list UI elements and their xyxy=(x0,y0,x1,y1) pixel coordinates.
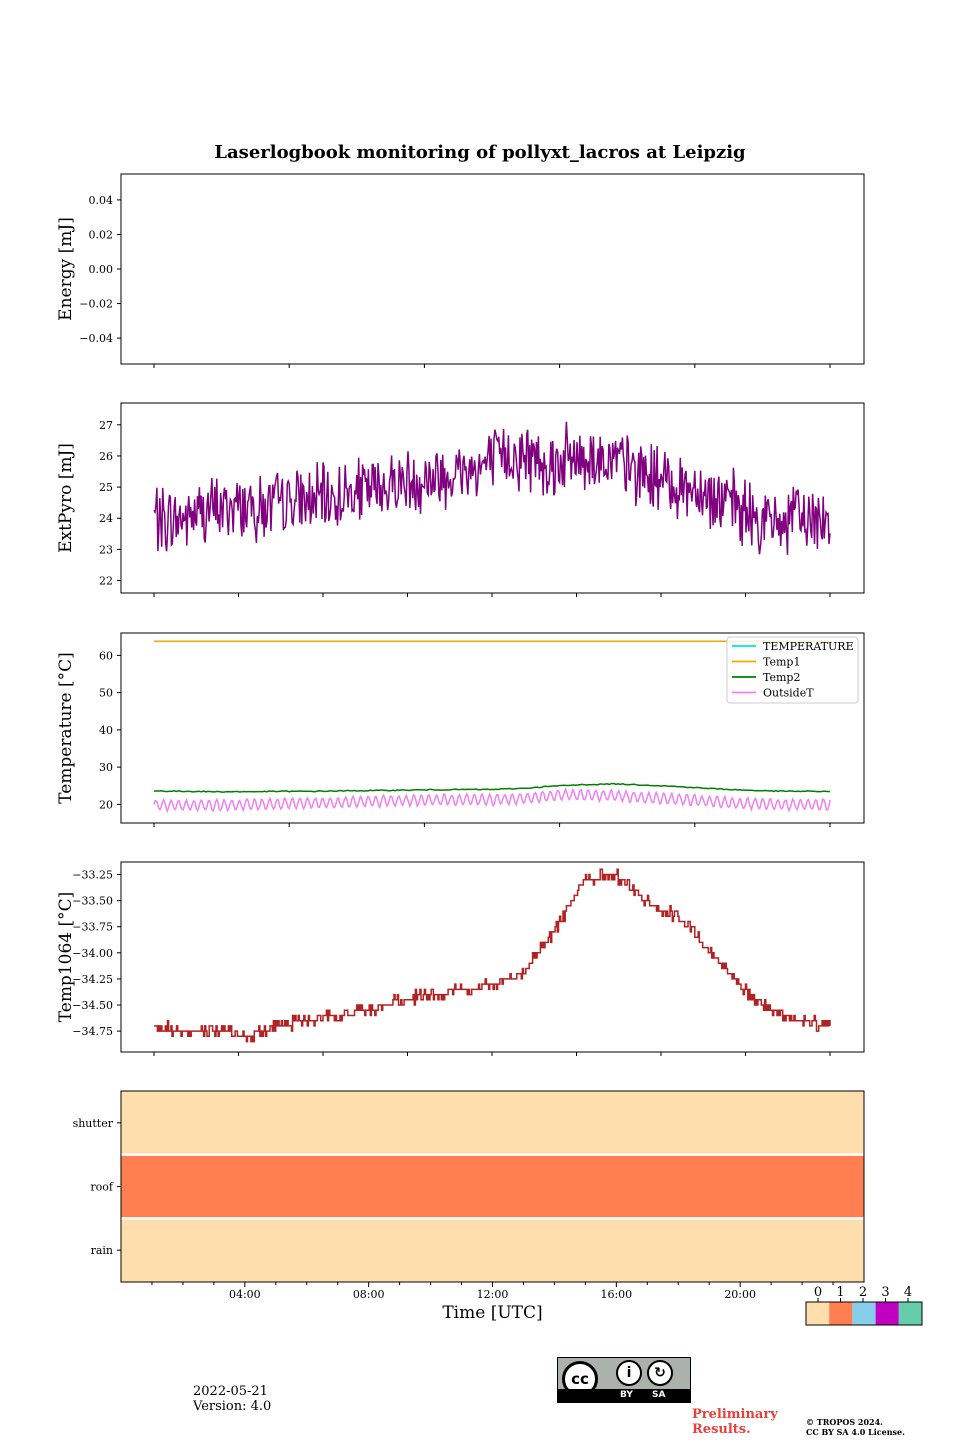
panel-4-frame xyxy=(120,861,865,1053)
x-tick-label: 08:00 xyxy=(353,1288,385,1301)
colorbar-cell xyxy=(806,1302,830,1325)
series-line-outsidet xyxy=(153,787,831,814)
copyright-line2: CC BY SA 4.0 License. xyxy=(806,1427,905,1437)
y-axis-label: Energy [mJ] xyxy=(56,217,76,321)
colorbar-cell xyxy=(852,1302,876,1325)
y-axis-label: Temp1064 [°C] xyxy=(56,892,76,1023)
status-row-rain xyxy=(121,1218,864,1282)
x-tick-label: 12:00 xyxy=(477,1288,509,1301)
share-alike-icon: ↻ xyxy=(647,1360,673,1386)
panel-3-frame xyxy=(120,632,865,824)
preliminary-note: Preliminary Results. xyxy=(692,1407,778,1437)
panel-1-frame xyxy=(120,173,865,365)
legend-entry: Temp1 xyxy=(763,656,800,669)
y-tick-label: −34.00 xyxy=(72,947,113,960)
x-axis-label: Time [UTC] xyxy=(442,1303,542,1323)
y-tick-label: −33.75 xyxy=(72,921,113,934)
preliminary-line2: Results. xyxy=(692,1422,751,1437)
y-tick-label: 0.00 xyxy=(89,263,114,276)
figure-title: Laserlogbook monitoring of pollyxt_lacro… xyxy=(214,142,746,163)
colorbar-cell xyxy=(875,1302,899,1325)
y-tick-label: −34.75 xyxy=(72,1025,113,1038)
colorbar-tick-label: 1 xyxy=(836,1285,844,1300)
y-tick-label: 40 xyxy=(99,724,113,737)
y-axis-label: Temperature [°C] xyxy=(56,652,76,804)
preliminary-line1: Preliminary xyxy=(692,1407,778,1422)
footer-info: 2022-05-21 Version: 4.0 xyxy=(193,1384,271,1414)
legend-entry: OutsideT xyxy=(763,687,814,700)
y-tick-label: 0.02 xyxy=(89,228,114,241)
legend-entry: TEMPERATURE xyxy=(763,640,854,653)
y-tick-label: roof xyxy=(90,1181,114,1194)
y-tick-label: 60 xyxy=(99,649,113,662)
y-axis-label: ExtPyro [mJ] xyxy=(56,443,76,553)
legend: TEMPERATURE Temp1 Temp2 OutsideT xyxy=(726,636,859,704)
legend-entry: Temp2 xyxy=(763,671,800,684)
date-label: 2022-05-21 xyxy=(193,1384,268,1399)
y-tick-label: 0.04 xyxy=(89,194,114,207)
extpyro-series-line xyxy=(153,421,831,555)
y-tick-label: shutter xyxy=(73,1117,114,1130)
series-line-temp2 xyxy=(153,782,831,793)
colorbar-cell xyxy=(829,1302,853,1325)
y-tick-label: 50 xyxy=(99,687,113,700)
y-tick-label: −0.02 xyxy=(79,298,113,311)
status-row-shutter xyxy=(121,1091,864,1155)
y-tick-label: −34.50 xyxy=(72,999,113,1012)
legend-box xyxy=(726,636,859,704)
cc-license-badge: cc i ↻ BY SA xyxy=(557,1357,691,1403)
copyright-note: © TROPOS 2024. CC BY SA 4.0 License. xyxy=(806,1417,905,1437)
y-tick-label: rain xyxy=(91,1244,113,1257)
y-tick-label: 30 xyxy=(99,761,113,774)
colorbar-tick-label: 3 xyxy=(881,1285,889,1300)
y-tick-label: 25 xyxy=(99,481,113,494)
x-tick-label: 16:00 xyxy=(600,1288,632,1301)
y-tick-label: −34.25 xyxy=(72,973,113,986)
colorbar-cell xyxy=(898,1302,922,1325)
y-tick-label: −33.25 xyxy=(72,869,113,882)
by-label: BY xyxy=(620,1390,633,1400)
status-row-roof xyxy=(121,1154,864,1219)
version-label: Version: 4.0 xyxy=(193,1399,272,1414)
copyright-line1: © TROPOS 2024. xyxy=(806,1417,883,1427)
y-tick-label: 20 xyxy=(99,798,113,811)
attribution-icon: i xyxy=(616,1360,642,1386)
colorbar-tick-label: 0 xyxy=(814,1285,822,1300)
colorbar-tick-label: 4 xyxy=(904,1285,912,1300)
y-tick-label: −33.50 xyxy=(72,895,113,908)
y-tick-label: 27 xyxy=(99,419,113,432)
y-tick-label: 24 xyxy=(99,512,113,525)
colorbar-tick-label: 2 xyxy=(859,1285,867,1300)
x-tick-label: 20:00 xyxy=(724,1288,756,1301)
y-tick-label: 26 xyxy=(99,450,113,463)
cc-badge-bar: BY SA xyxy=(558,1389,690,1402)
sa-label: SA xyxy=(652,1390,666,1400)
temp1064-series-line xyxy=(154,868,831,1043)
x-tick-label: 04:00 xyxy=(229,1288,261,1301)
y-tick-label: −0.04 xyxy=(79,332,113,345)
y-tick-label: 23 xyxy=(99,543,113,556)
y-tick-label: 22 xyxy=(99,575,113,588)
colorbar-frame xyxy=(805,1301,923,1326)
